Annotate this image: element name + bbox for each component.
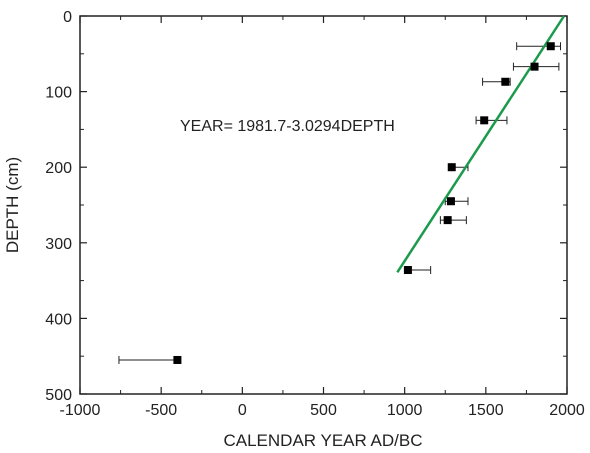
- y-tick-label: 200: [45, 160, 72, 177]
- data-point: [447, 163, 456, 172]
- x-tick-label: 2000: [549, 402, 585, 419]
- data-point: [546, 42, 555, 51]
- error-bars: [118, 42, 562, 364]
- data-point: [480, 116, 489, 125]
- x-tick-label: -500: [145, 402, 177, 419]
- data-point: [446, 197, 455, 206]
- x-tick-label: 1500: [468, 402, 504, 419]
- data-point: [530, 62, 539, 71]
- data-point: [443, 216, 452, 225]
- x-tick-label: -1000: [60, 402, 101, 419]
- y-ticks: 0 100 200 300 400 500: [45, 9, 567, 404]
- y-tick-label: 300: [45, 236, 72, 253]
- y-tick-label: 0: [63, 9, 72, 26]
- y-axis-title: DEPTH (cm): [3, 157, 22, 253]
- x-tick-label: 500: [310, 402, 337, 419]
- y-tick-label: 100: [45, 85, 72, 102]
- x-axis-title: CALENDAR YEAR AD/BC: [223, 431, 422, 450]
- x-tick-label: 0: [238, 402, 247, 419]
- y-tick-label: 400: [45, 311, 72, 328]
- x-tick-label: 1000: [387, 402, 423, 419]
- data-point: [173, 355, 182, 364]
- regression-annotation: YEAR= 1981.7-3.0294DEPTH: [180, 118, 395, 135]
- data-point: [501, 77, 510, 86]
- fit-line: [396, 15, 566, 273]
- data-point: [403, 266, 412, 275]
- y-tick-label: 500: [45, 387, 72, 404]
- x-ticks: -1000 -500 0 500 1000 1500 2000: [60, 16, 585, 419]
- plot-area-frame: [79, 15, 568, 395]
- data-points: [173, 42, 555, 364]
